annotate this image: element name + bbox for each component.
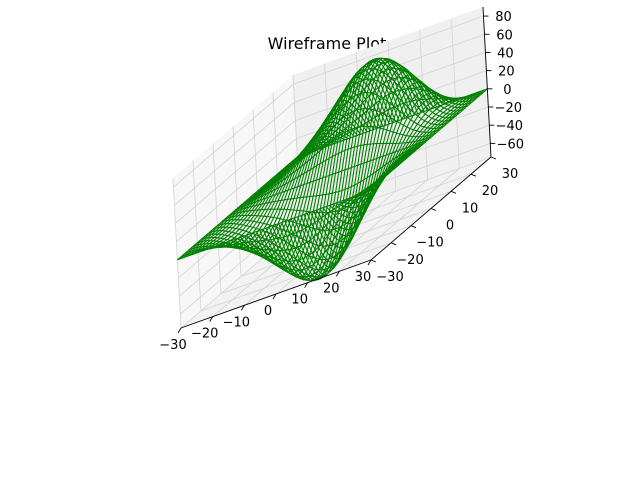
wireframe-column — [252, 94, 374, 268]
y-tick-label: 10 — [462, 201, 479, 216]
z-tick-label: 0 — [503, 83, 511, 98]
z-tick-label: 20 — [498, 65, 515, 80]
y-tick-mark — [430, 208, 437, 211]
x-tick-label: −10 — [223, 315, 250, 330]
left-gridline-y — [192, 160, 202, 311]
y-tick-label: −20 — [396, 253, 423, 268]
wireframe-column — [262, 81, 384, 275]
x-tick-mark — [209, 316, 214, 322]
y-tick-mark — [470, 173, 477, 177]
wireframe-column — [293, 57, 416, 275]
wireframe-column — [325, 85, 447, 225]
wireframe-column — [180, 155, 301, 260]
left-gridline-z — [176, 138, 297, 242]
z-tick-label: −20 — [495, 101, 522, 116]
y-tick-mark — [370, 259, 377, 263]
y-tick-label: 30 — [502, 167, 519, 182]
back-gridline-z — [293, 15, 484, 85]
x-tick-label: −20 — [191, 327, 218, 342]
y-tick-label: 20 — [482, 184, 499, 199]
x-tick-mark — [304, 282, 309, 288]
wireframe-column — [265, 76, 387, 277]
x-tick-mark — [367, 259, 372, 266]
wireframe-column — [306, 64, 428, 260]
left-gridline-z — [174, 101, 295, 206]
wireframe-column — [274, 66, 397, 281]
left-gridline-z — [175, 120, 296, 224]
wireframe-column — [341, 97, 463, 202]
wireframe-column — [363, 89, 485, 194]
x-tick-label: −30 — [159, 338, 186, 353]
x-tick-mark — [335, 271, 340, 277]
x-tick-label: 20 — [323, 281, 340, 296]
back-gridline-z — [300, 142, 491, 212]
y-tick-mark — [450, 190, 457, 194]
left-gridline-y — [232, 126, 242, 277]
axis-lines — [177, 6, 497, 334]
x-tick-label: 30 — [355, 270, 372, 285]
left-gridline-y — [212, 143, 222, 294]
z-tick-label: −40 — [496, 119, 523, 134]
z-tick-label: 60 — [496, 28, 513, 43]
wireframe-surface — [177, 57, 488, 281]
wireframe-column — [338, 97, 459, 204]
z-axis-line — [482, 6, 492, 158]
wireframe-column — [177, 156, 298, 261]
z-tick-label: 80 — [495, 10, 512, 25]
wireframe-column — [309, 67, 431, 254]
wireframe-column — [367, 88, 488, 193]
wireframe-column — [271, 69, 393, 280]
back-gridline-x — [450, 18, 460, 169]
wireframe-column — [319, 78, 441, 237]
y-tick-label: −10 — [416, 236, 443, 251]
wireframe-column — [215, 141, 336, 248]
y-tick-label: 0 — [446, 219, 454, 234]
wireframe-column — [322, 82, 444, 231]
wireframe-column — [335, 95, 456, 209]
wireframe-column — [256, 90, 377, 270]
wireframe-column — [332, 92, 453, 213]
y-tick-mark — [490, 156, 497, 160]
y-tick-label: −30 — [376, 270, 403, 285]
x-tick-mark — [177, 327, 182, 334]
left-gridline-z — [173, 83, 294, 188]
left-gridline-y — [272, 92, 282, 243]
wireframe-column — [221, 136, 342, 249]
back-gridline-z — [294, 33, 485, 103]
wireframe-column — [281, 60, 403, 281]
y-tick-mark — [390, 242, 397, 246]
z-tick-label: 40 — [497, 47, 514, 62]
chart-title: Wireframe Plot — [268, 34, 387, 53]
x-tick-mark — [240, 305, 245, 311]
wireframe-column — [313, 70, 434, 249]
x-tick-mark — [272, 293, 277, 300]
wireframe-column — [316, 74, 438, 243]
y-tick-mark — [410, 225, 417, 229]
wireframe-column — [345, 96, 466, 201]
wireframe-column — [208, 144, 330, 250]
x-tick-label: 10 — [291, 293, 308, 308]
wireframe-column — [360, 90, 482, 195]
x-tick-label: 0 — [264, 304, 272, 319]
back-gridline-x — [324, 63, 334, 214]
back-gridline-z — [295, 52, 486, 121]
z-tick-label: −60 — [497, 137, 524, 152]
wireframe-column — [287, 58, 409, 280]
wireframe-column — [329, 89, 450, 219]
left-gridline-y — [172, 177, 182, 329]
